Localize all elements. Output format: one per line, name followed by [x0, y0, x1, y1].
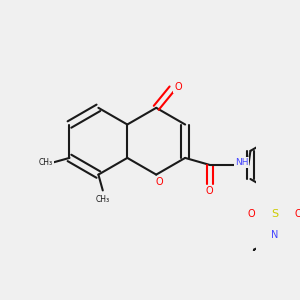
Text: S: S: [271, 209, 278, 219]
Text: CH₃: CH₃: [39, 158, 53, 167]
Text: N: N: [271, 230, 278, 240]
Text: O: O: [206, 186, 214, 196]
Text: NH: NH: [235, 158, 248, 167]
Text: O: O: [295, 209, 300, 219]
Text: O: O: [247, 209, 255, 219]
Text: O: O: [156, 177, 164, 187]
Text: CH₃: CH₃: [96, 195, 110, 204]
Text: O: O: [174, 82, 182, 92]
